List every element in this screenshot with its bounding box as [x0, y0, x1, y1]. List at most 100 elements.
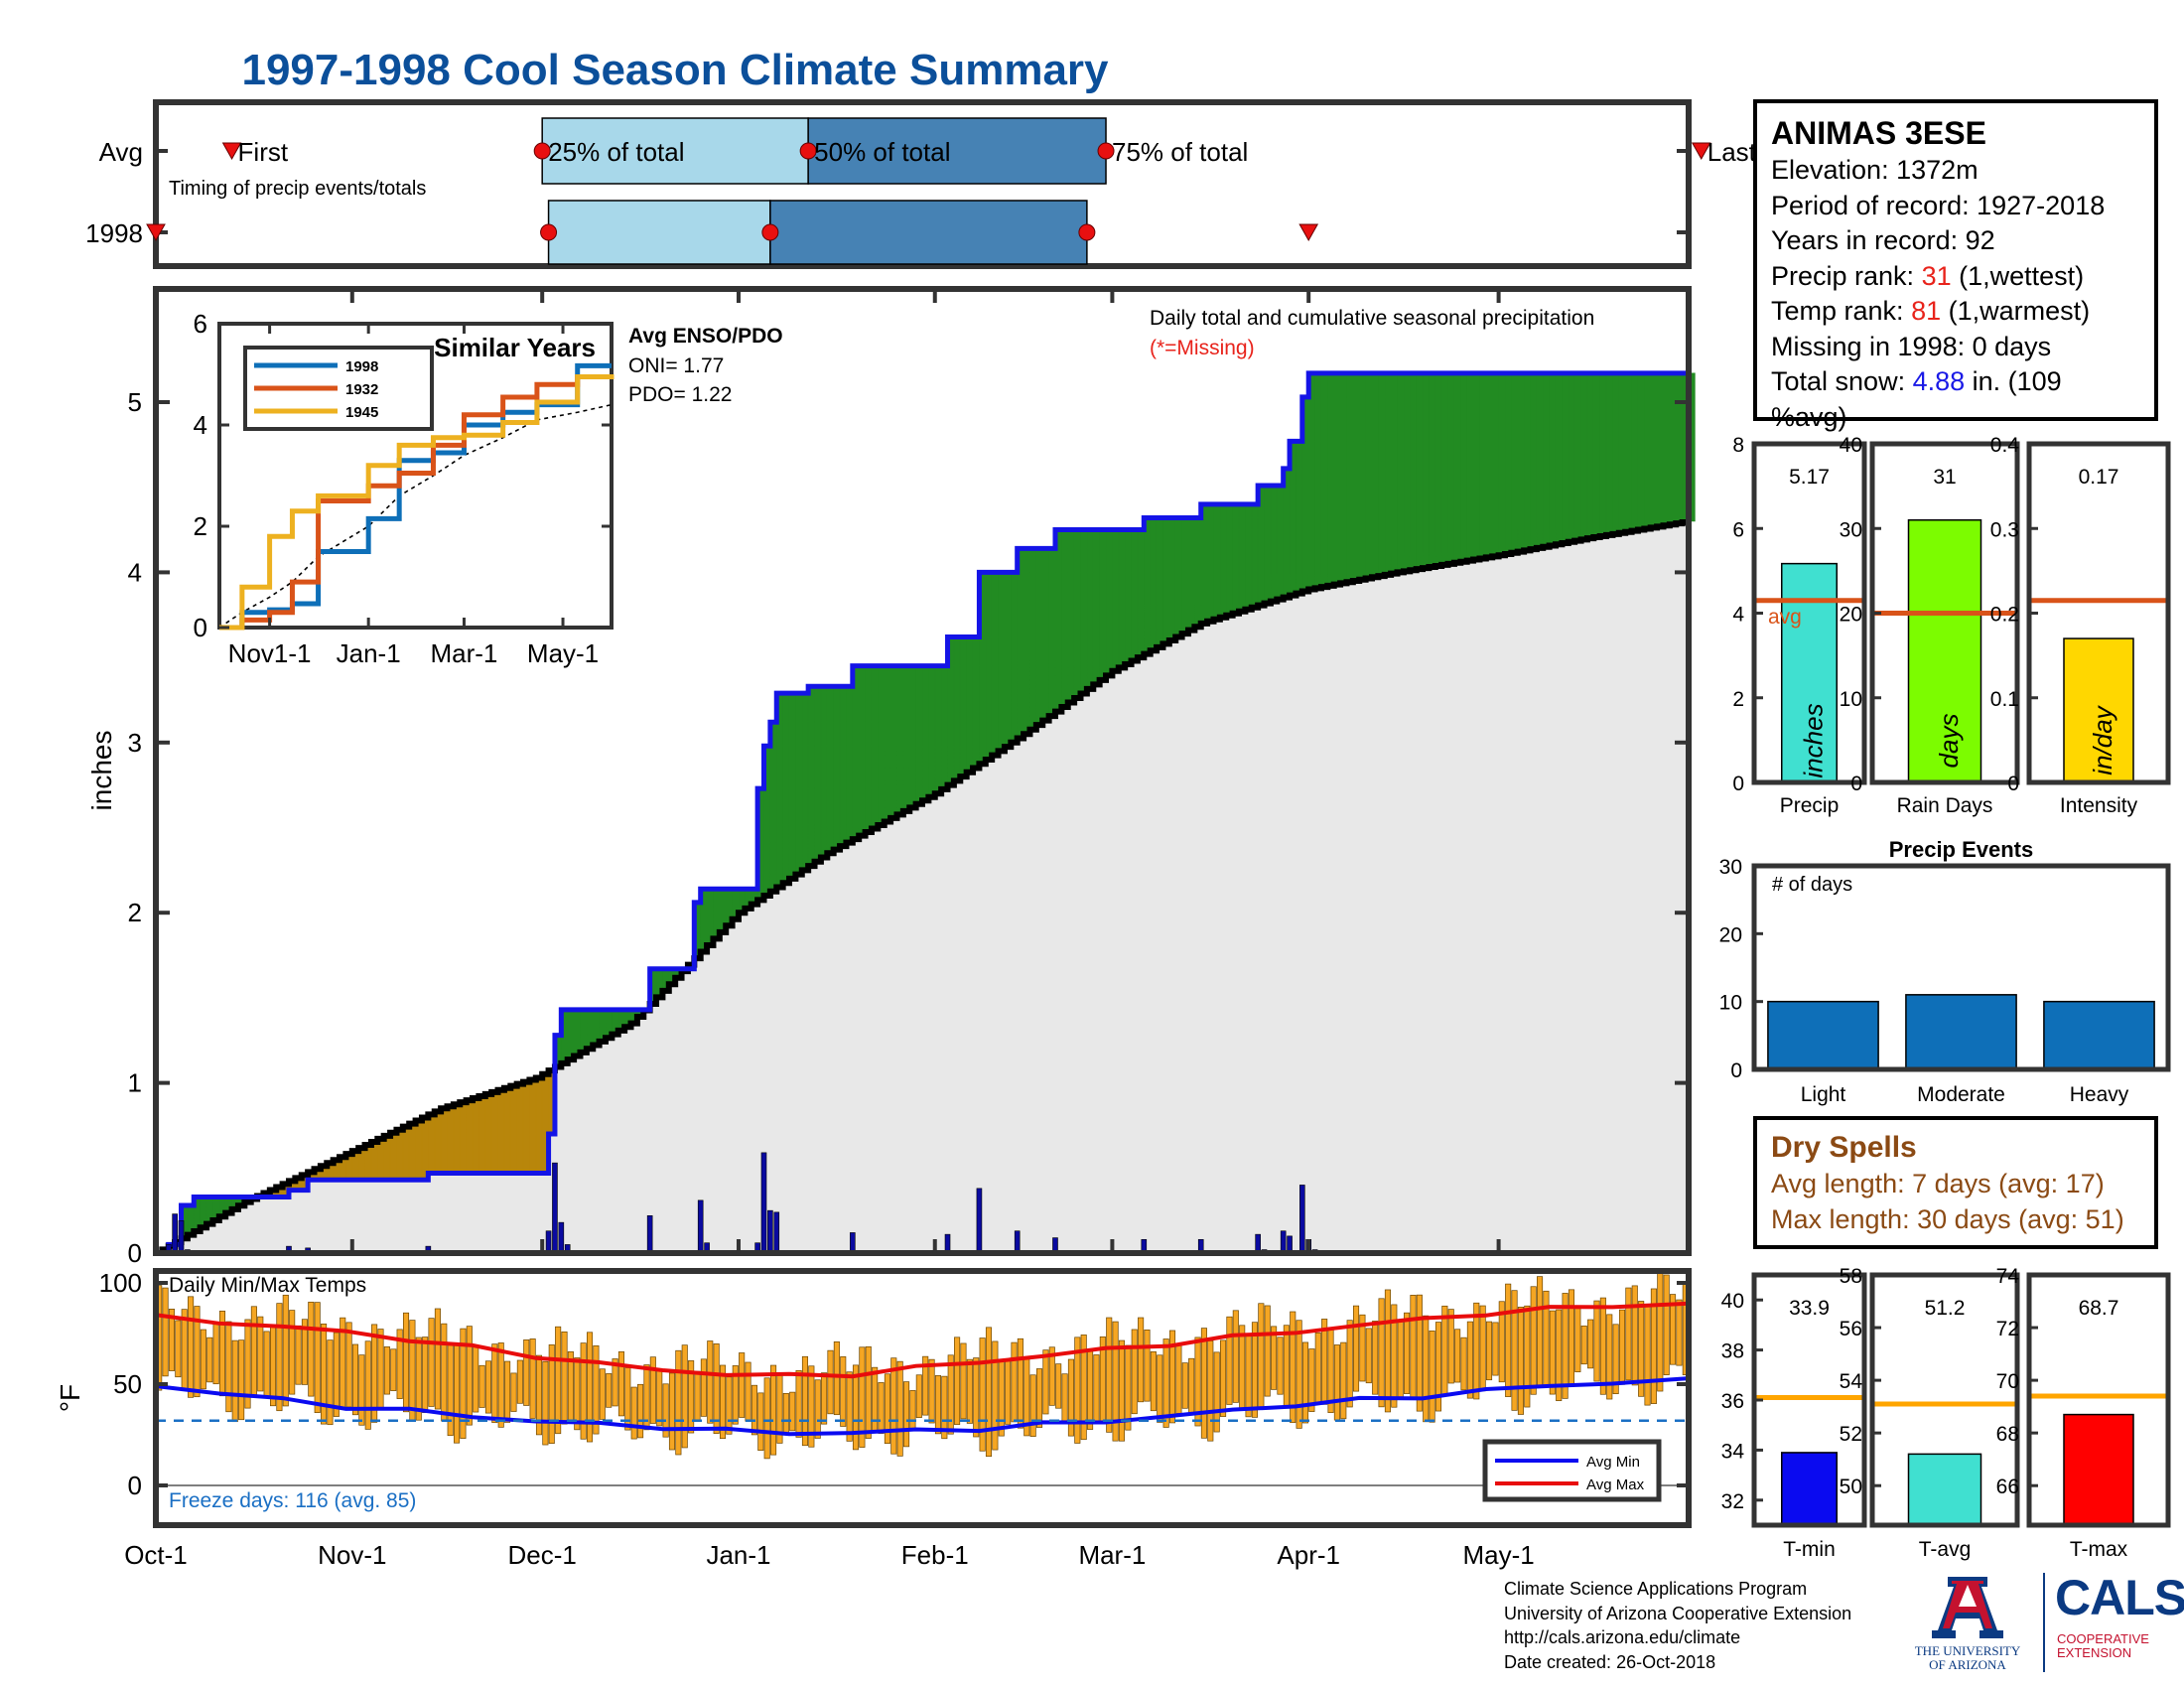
university-logo: THE UNIVERSITY OF ARIZONA CALS COOPERATI… — [1915, 1570, 2184, 1676]
tmin_bar-tick-label: 32 — [1721, 1490, 1744, 1513]
daily-temp-bar — [238, 1339, 245, 1421]
precip_bar-value-label: 5.17 — [1789, 466, 1830, 489]
dry-spells-max: Max length: 30 days (avg: 51) — [1771, 1204, 2124, 1234]
freeze-days-note: Freeze days: 116 (avg. 85) — [169, 1489, 416, 1512]
daily-temp-bar — [1220, 1339, 1227, 1417]
precip-events-y-label: # of days — [1772, 874, 1852, 896]
tavg_bar-tick-label: 56 — [1840, 1318, 1862, 1340]
daily-temp-bar — [1505, 1283, 1512, 1397]
daily-temp-bar — [1340, 1341, 1347, 1420]
timing-percent-marker — [540, 223, 558, 241]
daily-temp-bar — [561, 1331, 568, 1425]
daily-temp-bar — [770, 1364, 777, 1456]
daily-temp-bar — [434, 1308, 441, 1410]
daily-temp-bar — [548, 1344, 555, 1444]
tmin_bar-tick-label: 38 — [1721, 1340, 1744, 1363]
daily-temp-bar — [1271, 1326, 1278, 1390]
daily-temp-bar — [1150, 1351, 1157, 1412]
daily-temp-bar — [1011, 1341, 1018, 1423]
daily-temp-bar — [630, 1386, 637, 1440]
enso-pdo: PDO= 1.22 — [628, 383, 732, 406]
tavg_bar-tick-label: 50 — [1840, 1476, 1862, 1498]
daily-precip-bar — [172, 1213, 178, 1254]
daily-precip-bar — [178, 1220, 185, 1254]
daily-temp-bar — [1067, 1358, 1074, 1437]
intensity_bar-tick-label: 0.2 — [1990, 604, 2019, 627]
x-tick-label: Feb-1 — [901, 1540, 969, 1570]
y-tick-label: 5 — [128, 387, 142, 417]
timing-percent-marker — [1078, 223, 1096, 241]
daily-temp-bar — [852, 1364, 860, 1451]
daily-temp-bar — [1429, 1331, 1435, 1423]
daily-temp-bar — [1321, 1319, 1328, 1405]
daily-temp-bar — [1606, 1314, 1613, 1400]
temp-y-tick-label: 50 — [113, 1369, 142, 1399]
daily-temp-bar — [1232, 1310, 1239, 1403]
tmin_bar-tick-label: 40 — [1721, 1290, 1744, 1313]
y-tick-label: 2 — [128, 898, 142, 927]
daily-temp-bar — [872, 1366, 879, 1433]
precip-rank: Precip rank: 31 (1,wettest) — [1771, 259, 2140, 295]
daily-temp-bar — [1157, 1354, 1163, 1423]
daily-temp-bar — [700, 1358, 707, 1417]
intensity_bar-value-label: 0.17 — [2079, 466, 2119, 489]
temp-rank: Temp rank: 81 (1,warmest) — [1771, 294, 2140, 330]
daily-temp-bar — [865, 1345, 872, 1439]
daily-temp-bar — [985, 1327, 993, 1458]
daily-precip-bar — [760, 1152, 767, 1254]
daily-temp-bar — [782, 1392, 789, 1434]
daily-temp-bar — [606, 1373, 613, 1408]
daily-temp-bar — [593, 1344, 600, 1435]
daily-temp-bar — [1118, 1339, 1126, 1442]
daily-temp-bar — [1365, 1328, 1372, 1384]
footer-line-3: http://cals.arizona.edu/climate — [1504, 1627, 1741, 1647]
daily-temp-bar — [510, 1372, 517, 1412]
daily-temp-bar — [422, 1336, 429, 1414]
daily-temp-bar — [1416, 1294, 1423, 1412]
daily-temp-bar — [390, 1348, 397, 1391]
station-info-panel: ANIMAS 3ESE Elevation: 1372m Period of r… — [1753, 99, 2158, 432]
tavg_bar-value-bar — [1907, 1453, 1982, 1526]
daily-temp-bar — [1524, 1305, 1531, 1408]
dry-spells-title: Dry Spells — [1771, 1131, 1917, 1164]
timing-percent-marker — [1097, 142, 1115, 160]
daily-temp-bar — [859, 1346, 866, 1448]
tmax_bar-tick-label: 72 — [1996, 1318, 2019, 1340]
timing-label-25: 25% of total — [548, 137, 684, 167]
daily-temp-bar — [1333, 1344, 1340, 1421]
daily-temp-bar — [574, 1357, 581, 1431]
temp-plot-background — [156, 1271, 1689, 1525]
daily-temp-bar — [1530, 1286, 1537, 1395]
daily-temp-bar — [966, 1358, 973, 1424]
inset-y-tick-label: 6 — [194, 309, 207, 339]
y-tick-label: 4 — [128, 557, 142, 587]
daily-temp-bar — [757, 1392, 764, 1452]
daily-temp-bar — [1245, 1335, 1252, 1418]
x-tick-label: Jan-1 — [706, 1540, 770, 1570]
daily-temp-bar — [497, 1342, 504, 1428]
daily-temp-bar — [1663, 1274, 1670, 1375]
intensity_bar-tick-label: 0.3 — [1990, 518, 2019, 541]
daily-precip-bar — [552, 1162, 558, 1254]
daily-temp-bar — [1138, 1317, 1145, 1403]
daily-temp-bar — [358, 1354, 365, 1426]
footer-credits: Climate Science Applications Program Uni… — [1504, 1577, 1851, 1674]
dry-spells-panel: Dry Spells Avg length: 7 days (avg: 17) … — [1753, 1116, 2158, 1249]
timing-percent-marker — [761, 223, 779, 241]
daily-temp-bar — [478, 1364, 485, 1408]
daily-temp-bar — [1301, 1341, 1309, 1424]
daily-temp-bar — [707, 1340, 714, 1424]
daily-temp-bar — [250, 1306, 257, 1397]
daily-temp-bar — [1277, 1336, 1284, 1395]
daily-temp-bar — [947, 1354, 954, 1435]
daily-temp-bar — [364, 1340, 371, 1430]
daily-temp-bar — [1384, 1289, 1391, 1413]
daily-temp-bar — [992, 1340, 999, 1451]
daily-precip-bar — [1014, 1230, 1021, 1254]
daily-temp-bar — [928, 1358, 935, 1424]
tmin_bar-value-label: 33.9 — [1789, 1297, 1830, 1320]
timing-box-first-half — [541, 117, 809, 185]
daily-temp-bar — [941, 1375, 948, 1440]
tavg_bar-tick-label: 52 — [1840, 1423, 1862, 1446]
